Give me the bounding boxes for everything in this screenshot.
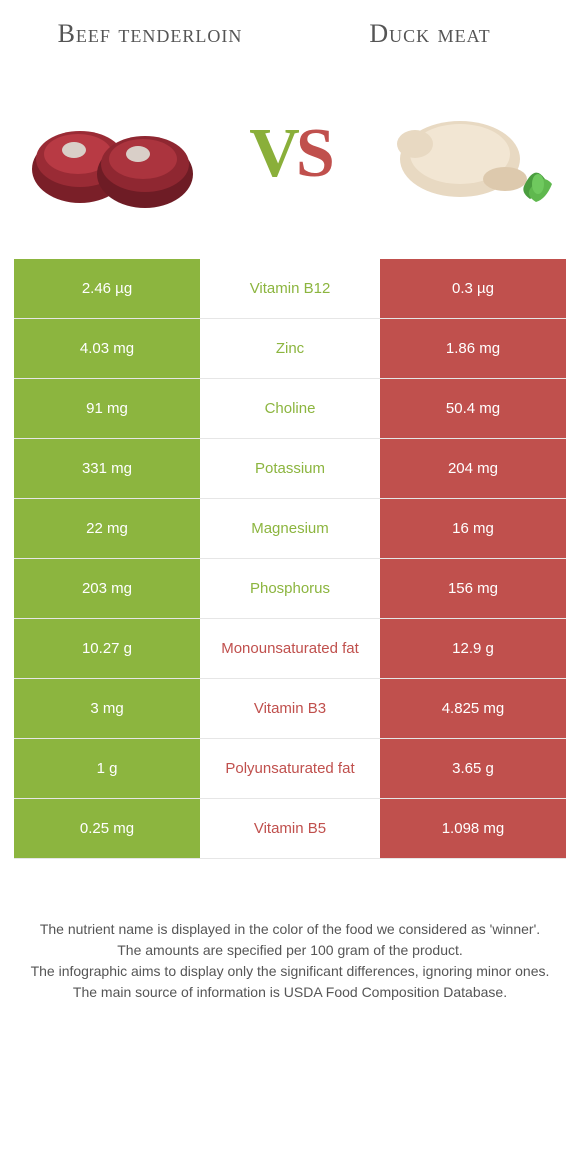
cell-nutrient-label: Magnesium — [200, 499, 380, 558]
cell-right-value: 1.86 mg — [380, 319, 566, 378]
cell-right-value: 204 mg — [380, 439, 566, 498]
cell-nutrient-label: Zinc — [200, 319, 380, 378]
cell-nutrient-label: Vitamin B5 — [200, 799, 380, 858]
table-row: 91 mgCholine50.4 mg — [14, 379, 566, 439]
nutrient-table: 2.46 µgVitamin B120.3 µg4.03 mgZinc1.86 … — [14, 259, 566, 859]
title-left: Beef tenderloin — [50, 20, 250, 49]
vs-v: V — [249, 115, 296, 192]
cell-left-value: 10.27 g — [14, 619, 200, 678]
cell-nutrient-label: Vitamin B12 — [200, 259, 380, 318]
cell-nutrient-label: Choline — [200, 379, 380, 438]
table-row: 0.25 mgVitamin B51.098 mg — [14, 799, 566, 859]
title-right: Duck meat — [330, 20, 530, 49]
cell-left-value: 331 mg — [14, 439, 200, 498]
table-row: 1 gPolyunsaturated fat3.65 g — [14, 739, 566, 799]
cell-right-value: 0.3 µg — [380, 259, 566, 318]
duck-image — [370, 84, 560, 224]
cell-left-value: 203 mg — [14, 559, 200, 618]
table-row: 4.03 mgZinc1.86 mg — [14, 319, 566, 379]
table-row: 331 mgPotassium204 mg — [14, 439, 566, 499]
cell-left-value: 2.46 µg — [14, 259, 200, 318]
footer-line: The nutrient name is displayed in the co… — [30, 919, 550, 940]
footer-notes: The nutrient name is displayed in the co… — [0, 859, 580, 1003]
hero-row: VS — [0, 59, 580, 259]
cell-nutrient-label: Vitamin B3 — [200, 679, 380, 738]
cell-nutrient-label: Polyunsaturated fat — [200, 739, 380, 798]
footer-line: The infographic aims to display only the… — [30, 961, 550, 982]
table-row: 22 mgMagnesium16 mg — [14, 499, 566, 559]
cell-right-value: 12.9 g — [380, 619, 566, 678]
table-row: 3 mgVitamin B34.825 mg — [14, 679, 566, 739]
cell-left-value: 3 mg — [14, 679, 200, 738]
cell-right-value: 156 mg — [380, 559, 566, 618]
cell-nutrient-label: Monounsaturated fat — [200, 619, 380, 678]
vs-s: S — [296, 115, 331, 192]
cell-left-value: 91 mg — [14, 379, 200, 438]
vs-label: VS — [249, 114, 331, 194]
cell-left-value: 0.25 mg — [14, 799, 200, 858]
cell-right-value: 4.825 mg — [380, 679, 566, 738]
header: Beef tenderloin Duck meat — [0, 0, 580, 59]
cell-left-value: 22 mg — [14, 499, 200, 558]
cell-right-value: 16 mg — [380, 499, 566, 558]
table-row: 203 mgPhosphorus156 mg — [14, 559, 566, 619]
table-row: 10.27 gMonounsaturated fat12.9 g — [14, 619, 566, 679]
cell-right-value: 3.65 g — [380, 739, 566, 798]
cell-nutrient-label: Phosphorus — [200, 559, 380, 618]
cell-nutrient-label: Potassium — [200, 439, 380, 498]
footer-line: The main source of information is USDA F… — [30, 982, 550, 1003]
table-row: 2.46 µgVitamin B120.3 µg — [14, 259, 566, 319]
cell-right-value: 50.4 mg — [380, 379, 566, 438]
cell-left-value: 4.03 mg — [14, 319, 200, 378]
beef-image — [20, 84, 210, 224]
footer-line: The amounts are specified per 100 gram o… — [30, 940, 550, 961]
cell-right-value: 1.098 mg — [380, 799, 566, 858]
cell-left-value: 1 g — [14, 739, 200, 798]
